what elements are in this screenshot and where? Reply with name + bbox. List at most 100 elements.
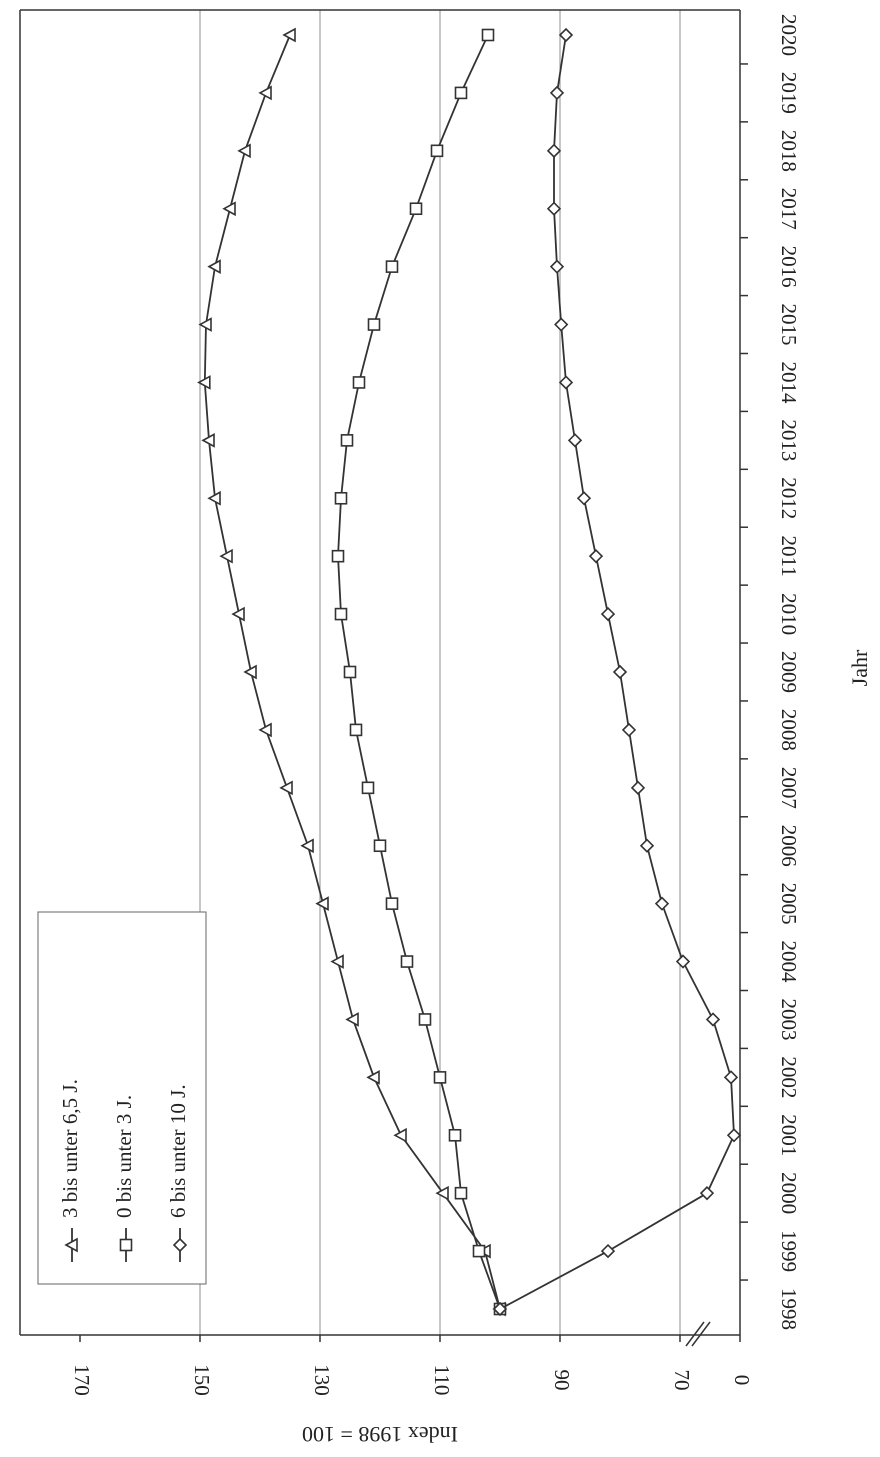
year-label-2017: 2017 [777,188,801,230]
legend: 3 bis unter 6,5 J. 0 bis unter 3 J. 6 bis … [37,911,207,1285]
year-label-2016: 2016 [777,246,801,288]
legend-label-triangle: 3 bis unter 6,5 J. [58,1079,82,1218]
point-triangle-2009 [243,664,257,680]
point-square-2017 [409,202,423,216]
tick-labels: 1998 1999 2000 2001 2002 2003 2004 2005 2006 2007… [70,14,801,1396]
point-diamond-2014 [558,375,574,390]
point-diamond-1999 [600,1243,616,1259]
year-label-2008: 2008 [777,709,801,751]
year-label-1998: 1998 [777,1288,801,1330]
point-triangle-2006 [300,838,314,854]
point-square-2016 [385,260,399,273]
legend-box [37,911,207,1285]
y-axis-title: Index 1998 = 100 [302,1422,458,1447]
point-square-2008 [349,723,363,737]
point-triangle-2002 [366,1070,380,1085]
point-triangle-2012 [207,490,221,506]
point-square-2003 [418,1013,432,1026]
year-label-2007: 2007 [777,767,801,809]
point-triangle-2010 [231,606,245,622]
point-triangle-2018 [237,143,251,159]
point-square-2014 [352,376,366,389]
axis-break-mark-1 [685,1321,705,1347]
point-diamond-2005 [654,896,670,911]
year-label-1999: 1999 [777,1230,801,1272]
point-square-1999 [472,1244,486,1258]
point-diamond-2002 [723,1070,739,1085]
point-triangle-2014 [197,375,211,390]
point-triangle-2007 [279,780,293,796]
year-label-2009: 2009 [777,651,801,693]
year-label-2013: 2013 [777,419,801,461]
x-axis-title: Jahr [847,649,872,686]
point-square-2010 [334,607,348,621]
year-label-2004: 2004 [777,941,801,984]
point-triangle-2001 [393,1127,407,1143]
point-square-2000 [454,1186,468,1200]
axis-titles: Jahr Index 1998 = 100 [302,649,872,1447]
legend-marker-diamond [172,1237,188,1253]
point-square-2018 [430,144,444,158]
point-diamond-2001 [726,1128,742,1143]
year-label-2011: 2011 [777,536,801,577]
value-label-130: 130 [310,1364,334,1396]
point-diamond-1998 [492,1301,508,1317]
point-diamond-2016 [549,259,565,274]
point-square-2002 [433,1071,447,1084]
point-triangle-2016 [207,259,221,274]
legend-marker-square [119,1238,133,1252]
point-diamond-2004 [675,954,691,969]
point-triangle-2004 [330,954,344,969]
legend-label-square: 0 bis unter 3 J. [112,1095,136,1218]
year-label-2012: 2012 [777,477,801,519]
point-diamond-2015 [554,317,569,332]
point-triangle-2011 [219,548,233,564]
point-diamond-2012 [576,491,592,506]
point-diamond-2011 [588,549,604,564]
year-label-2005: 2005 [777,883,801,925]
year-label-2003: 2003 [777,998,801,1040]
year-label-2019: 2019 [777,72,801,114]
point-diamond-2017 [546,201,562,216]
year-label-2000: 2000 [777,1172,801,1214]
point-square-2006 [373,839,387,853]
point-diamond-2008 [621,722,637,738]
point-diamond-2019 [549,85,565,101]
gridlines [199,10,681,1335]
point-square-2001 [448,1128,462,1142]
year-label-2020: 2020 [777,14,801,56]
point-square-2019 [454,86,468,100]
point-triangle-2015 [198,317,212,332]
value-label-70: 70 [670,1370,694,1391]
year-label-2010: 2010 [777,593,801,635]
series [197,27,742,1317]
year-label-2006: 2006 [777,825,801,867]
legend-label-diamond: 6 bis unter 10 J. [166,1084,190,1218]
year-label-2015: 2015 [777,304,801,346]
point-square-2015 [367,318,381,331]
point-triangle-2003 [345,1012,359,1027]
value-label-0: 0 [730,1375,754,1386]
point-square-2009 [343,665,357,679]
point-diamond-2007 [630,780,646,795]
point-diamond-2009 [612,664,628,680]
point-triangle-2000 [435,1185,449,1201]
series-square [331,28,507,1316]
point-triangle-2008 [258,722,272,738]
point-diamond-2013 [567,433,583,448]
point-square-2005 [385,897,399,910]
point-diamond-2010 [600,606,616,622]
point-square-2013 [340,434,354,447]
legend-marker-triangle [64,1237,78,1253]
point-triangle-2020 [282,27,296,43]
point-diamond-2003 [705,1012,721,1027]
point-diamond-2020 [558,27,574,43]
value-label-90: 90 [550,1370,574,1391]
point-square-2020 [481,28,495,42]
series-triangle [197,27,506,1317]
year-label-2001: 2001 [777,1114,801,1156]
axis-break-mark-2 [691,1321,711,1347]
axes [19,9,748,1347]
point-triangle-2005 [315,896,329,911]
